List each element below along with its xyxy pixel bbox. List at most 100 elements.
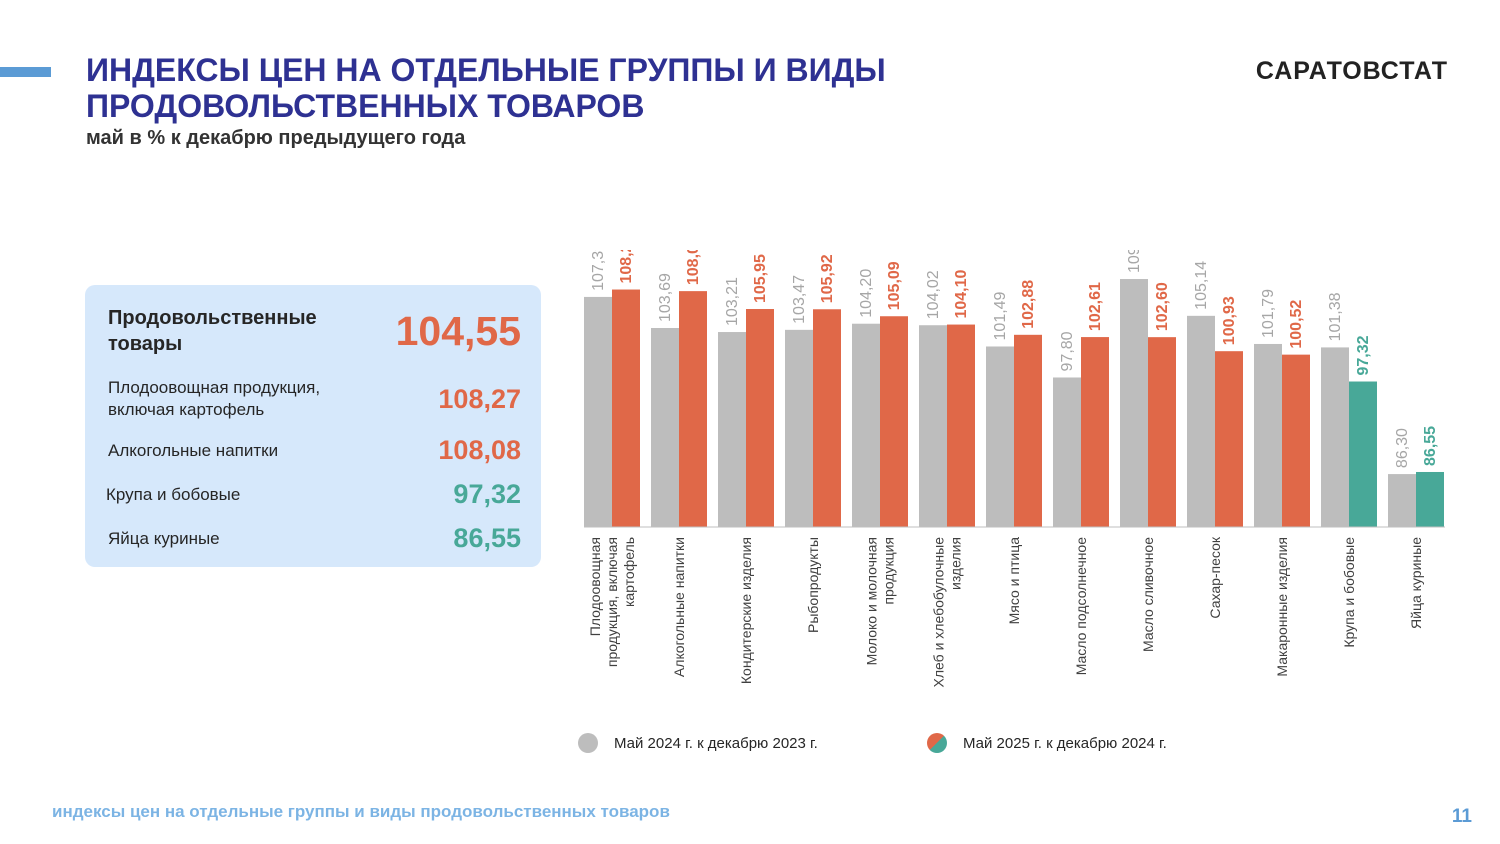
category-label: Масло подсолнечное [1073, 537, 1089, 676]
bar-2025 [1148, 337, 1176, 527]
bar-2024 [1388, 474, 1416, 527]
bar-2025 [746, 309, 774, 527]
data-label: 105,09 [886, 261, 903, 310]
bar-2025 [1215, 351, 1243, 527]
bar-2024 [986, 346, 1014, 527]
summary-row-label: Плодоовощная продукция, включая картофел… [108, 378, 321, 419]
bar-2024 [1321, 347, 1349, 527]
accent-bar [0, 67, 51, 77]
summary-main-value: 104,55 [395, 307, 521, 354]
bar-2024 [651, 328, 679, 527]
bar-2025 [1416, 471, 1444, 527]
summary-panel: Продовольственные товары 104,55 Плодоово… [85, 285, 541, 567]
summary-row: Алкогольные напитки 108,08 [108, 435, 521, 466]
data-label: 108,08 [685, 250, 702, 285]
bar-2024 [1053, 377, 1081, 527]
category-label: Рыбопродукты [805, 537, 821, 633]
brand-logo-text: САРАТОВСТАТ [1255, 57, 1448, 85]
bar-2025 [1014, 334, 1042, 527]
summary-row-label: Яйца куриные [108, 528, 220, 548]
bar-2025 [1349, 381, 1377, 527]
data-label: 102,61 [1087, 282, 1104, 331]
data-label: 103,69 [657, 273, 674, 322]
summary-row: Яйца куриные 86,55 [108, 523, 521, 554]
summary-row: Крупа и бобовые 97,32 [106, 479, 521, 510]
category-label: Кондитерские изделия [738, 537, 754, 684]
summary-row-value: 108,08 [438, 435, 521, 465]
page-title-line2: ПРОДОВОЛЬСТВЕННЫХ ТОВАРОВ [86, 88, 645, 124]
legend-swatch-gray [578, 733, 598, 753]
data-label: 101,49 [992, 291, 1009, 340]
data-label: 109,52 [1126, 250, 1143, 273]
legend-item-2024: Май 2024 г. к декабрю 2023 г. [578, 733, 818, 753]
data-label: 100,93 [1221, 296, 1238, 345]
summary-row: Плодоовощная продукция, включая картофел… [108, 377, 521, 421]
data-label: 103,47 [791, 275, 808, 324]
data-label: 104,20 [858, 269, 875, 318]
data-label: 101,38 [1327, 292, 1344, 341]
category-label: изделия [948, 537, 964, 590]
data-label: 102,60 [1154, 282, 1171, 331]
summary-main-label: Продовольственные товары [108, 307, 317, 355]
summary-row-label: Крупа и бобовые [106, 484, 241, 504]
category-label: картофель [621, 537, 637, 607]
data-label: 104,10 [953, 270, 970, 319]
category-label: Хлеб и хлебобулочные [931, 537, 947, 688]
category-label: Крупа и бобовые [1341, 537, 1357, 648]
summary-row-label: Алкогольные напитки [108, 440, 279, 460]
bar-2024 [852, 323, 880, 527]
category-label: Яйца куриные [1408, 537, 1424, 629]
legend-swatch-split [927, 733, 947, 753]
bar-2025 [1282, 354, 1310, 527]
data-label: 107,39 [590, 250, 607, 291]
bar-2025 [679, 291, 707, 527]
legend-item-2025: Май 2025 г. к декабрю 2024 г. [927, 733, 1167, 753]
bar-2025 [612, 289, 640, 527]
page-title-line1: ИНДЕКСЫ ЦЕН НА ОТДЕЛЬНЫЕ ГРУППЫ И ВИДЫ [86, 52, 886, 88]
bar-2025 [947, 324, 975, 527]
bar-2024 [1187, 315, 1215, 527]
data-label: 100,52 [1288, 300, 1305, 349]
summary-row-value: 86,55 [453, 523, 521, 553]
category-label: Молоко и молочная [864, 537, 880, 665]
data-label: 86,55 [1422, 426, 1439, 466]
data-label: 105,92 [819, 254, 836, 303]
data-label: 104,02 [925, 270, 942, 319]
data-label: 103,21 [724, 277, 741, 326]
bar-2025 [880, 316, 908, 527]
page-title: ИНДЕКСЫ ЦЕН НА ОТДЕЛЬНЫЕ ГРУППЫ И ВИДЫ П… [86, 52, 1086, 124]
bar-2024 [584, 296, 612, 527]
category-label: Алкогольные напитки [671, 537, 687, 677]
data-label: 97,80 [1059, 331, 1076, 371]
footer-caption: индексы цен на отдельные группы и виды п… [52, 802, 670, 821]
category-label: Плодоовощная [587, 537, 603, 636]
bar-2025 [1081, 337, 1109, 527]
summary-row-value: 97,32 [453, 479, 521, 509]
bar-2024 [919, 325, 947, 527]
data-label: 86,30 [1394, 428, 1411, 468]
legend-label: Май 2025 г. к декабрю 2024 г. [963, 734, 1167, 752]
summary-row-value: 108,27 [438, 383, 521, 414]
category-label: Макаронные изделия [1274, 537, 1290, 677]
data-label: 102,88 [1020, 280, 1037, 329]
data-label: 97,32 [1355, 335, 1372, 375]
legend-label: Май 2024 г. к декабрю 2023 г. [614, 734, 818, 752]
bar-2024 [1254, 343, 1282, 527]
data-label: 101,79 [1260, 289, 1277, 338]
bar-2025 [813, 309, 841, 527]
page-number: 11 [1451, 806, 1472, 827]
category-label: продукция, включая [604, 537, 620, 667]
data-label: 108,27 [618, 250, 635, 284]
summary-main-row: Продовольственные товары 104,55 [108, 305, 521, 357]
page-subtitle: май в % к декабрю предыдущего года [86, 127, 466, 149]
category-label: продукция [881, 537, 897, 605]
price-index-bar-chart: 107,39 108,27 Плодоовощная продукция, включ… [584, 250, 1445, 688]
category-label: Мясо и птица [1006, 537, 1022, 625]
bar-2024 [785, 329, 813, 527]
data-label: 105,95 [752, 254, 769, 303]
bar-2024 [1120, 279, 1148, 527]
data-label: 105,14 [1193, 261, 1210, 310]
category-label: Масло сливочное [1140, 537, 1156, 652]
bar-2024 [718, 332, 746, 527]
category-label: Сахар-песок [1207, 536, 1223, 618]
